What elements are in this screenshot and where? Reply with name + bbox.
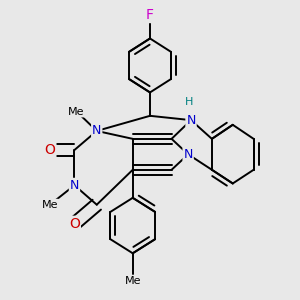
Text: Me: Me [42,200,58,210]
Text: N: N [70,179,79,192]
Text: O: O [69,217,80,231]
Text: O: O [44,143,56,157]
Text: N: N [186,114,196,127]
Text: H: H [185,97,194,107]
Text: F: F [146,8,154,22]
Text: Me: Me [124,276,141,286]
Text: N: N [92,124,101,137]
Text: Me: Me [68,106,85,116]
Text: N: N [183,148,193,161]
